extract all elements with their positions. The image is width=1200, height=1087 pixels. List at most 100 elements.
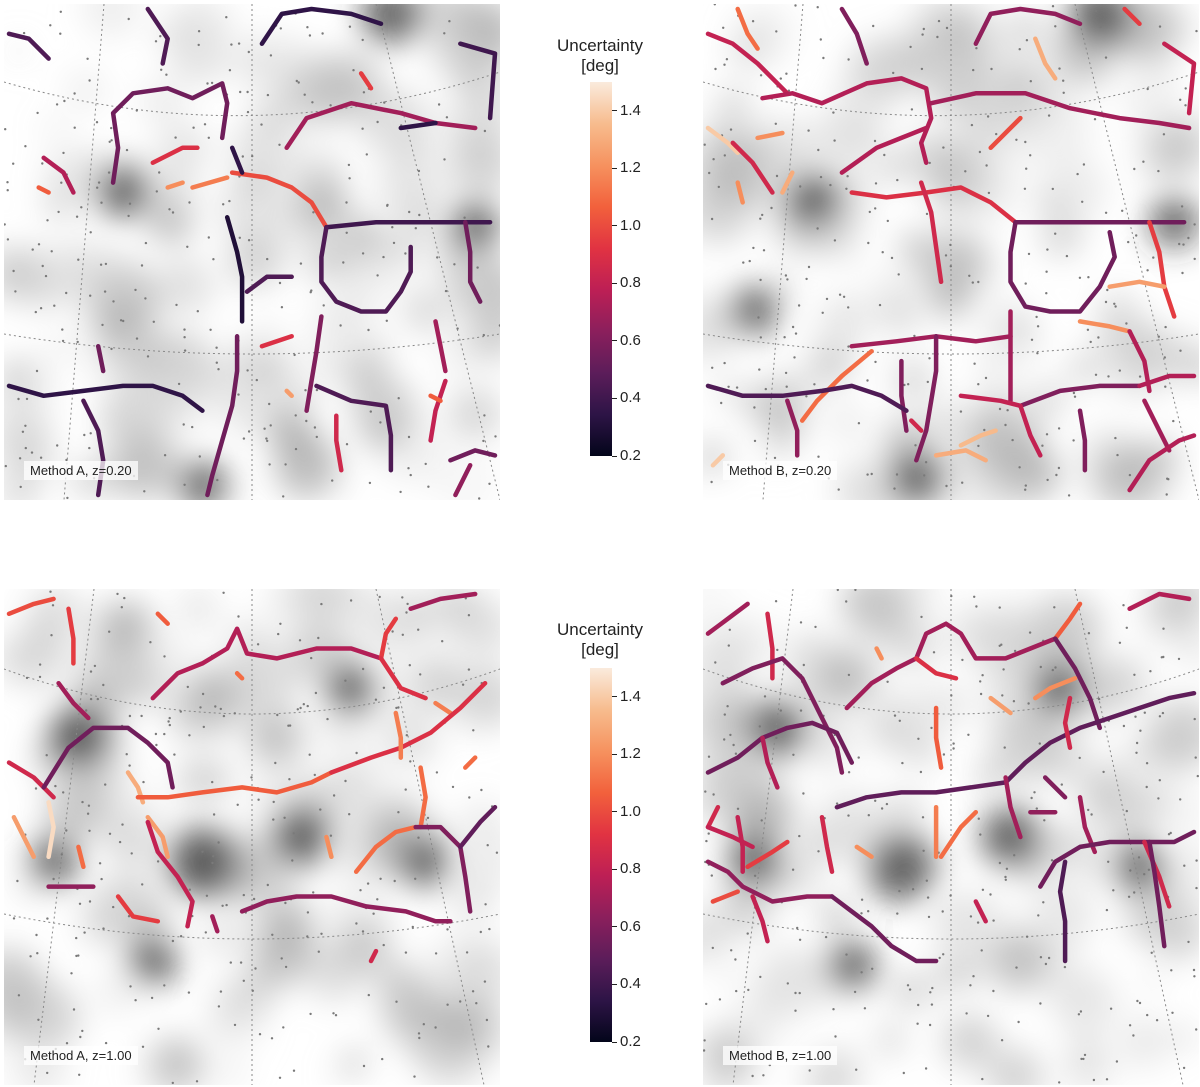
galaxy-point <box>278 1076 282 1079</box>
galaxy-point <box>434 952 438 955</box>
galaxy-point <box>908 988 912 991</box>
filament <box>705 125 740 156</box>
filament <box>1147 839 1167 949</box>
galaxy-point <box>986 1014 990 1018</box>
galaxy-point <box>278 143 281 146</box>
galaxy-point <box>104 783 107 786</box>
galaxy-point <box>1029 80 1032 83</box>
galaxy-point <box>734 958 737 961</box>
density-blob <box>349 256 404 312</box>
density-blob <box>778 660 824 706</box>
galaxy-point <box>774 600 778 603</box>
galaxy-point <box>282 1026 285 1029</box>
galaxy-point <box>762 249 766 252</box>
galaxy-point <box>1005 867 1009 870</box>
galaxy-point <box>472 729 475 732</box>
galaxy-point <box>770 206 773 210</box>
filament <box>730 140 775 195</box>
galaxy-point <box>1194 756 1197 759</box>
density-blob <box>882 789 925 832</box>
galaxy-point <box>237 42 241 45</box>
galaxy-point <box>927 915 931 919</box>
galaxy-point <box>1028 631 1032 634</box>
galaxy-point <box>977 817 980 820</box>
galaxy-point <box>167 720 170 723</box>
filament <box>190 175 230 190</box>
filament <box>463 219 483 304</box>
galaxy-point <box>1137 856 1141 859</box>
density-blob <box>8 40 30 62</box>
galaxy-point <box>874 182 878 185</box>
galaxy-point <box>422 1023 425 1026</box>
galaxy-point <box>1092 1078 1096 1082</box>
galaxy-point <box>944 254 948 257</box>
density-blob <box>79 637 148 706</box>
colorbar-tick-label: 0.6 <box>612 331 641 349</box>
galaxy-point <box>276 713 279 717</box>
filament <box>710 889 740 904</box>
galaxy-point <box>88 79 91 82</box>
galaxy-point <box>938 956 941 960</box>
filament <box>205 334 240 498</box>
filament <box>210 914 220 934</box>
galaxy-point <box>814 625 817 629</box>
galaxy-point <box>152 320 155 323</box>
filament <box>6 31 51 61</box>
galaxy-point <box>118 840 122 844</box>
galaxy-point <box>418 213 421 217</box>
galaxy-point <box>1157 797 1160 800</box>
density-field <box>703 4 1199 500</box>
density-blob <box>448 387 500 441</box>
filament <box>46 800 56 860</box>
galaxy-point <box>414 227 417 230</box>
filament <box>284 100 478 151</box>
galaxy-point <box>817 148 820 152</box>
galaxy-point <box>391 226 394 229</box>
galaxy-point <box>487 1045 490 1048</box>
galaxy-point <box>1051 187 1054 191</box>
density-blob <box>305 943 364 1002</box>
density-blob <box>363 414 402 454</box>
galaxy-point <box>1162 627 1165 630</box>
galaxy-point <box>65 1042 69 1045</box>
galaxy-point <box>312 891 315 894</box>
galaxy-point <box>210 81 214 85</box>
grid-line <box>4 668 500 715</box>
galaxy-point <box>799 185 802 188</box>
galaxy-point <box>786 982 789 985</box>
galaxy-point <box>295 79 298 83</box>
galaxy-point <box>916 1022 919 1025</box>
colorbar-tick-label: 1.4 <box>612 101 641 119</box>
galaxy-point <box>306 911 310 914</box>
galaxy-point <box>1076 172 1079 176</box>
galaxy-point <box>241 155 244 158</box>
density-blob <box>130 443 187 500</box>
galaxy-point <box>1102 770 1105 774</box>
galaxy-point <box>222 203 225 206</box>
galaxy-point <box>1024 484 1027 487</box>
galaxy-point <box>414 877 417 880</box>
galaxy-point <box>961 481 964 484</box>
galaxy-point <box>794 1009 797 1012</box>
galaxy-point <box>49 590 52 593</box>
galaxy-point <box>890 256 894 260</box>
galaxy-point <box>1170 969 1173 972</box>
galaxy-point <box>1039 1002 1042 1005</box>
galaxy-point <box>209 328 212 331</box>
filament <box>874 646 884 661</box>
galaxy-point <box>762 1074 765 1077</box>
galaxy-point <box>987 191 991 195</box>
galaxy-point <box>1114 436 1117 440</box>
galaxy-point <box>385 319 388 322</box>
galaxy-point <box>893 487 896 490</box>
galaxy-point <box>936 35 939 39</box>
panel-label: Method A, z=0.20 <box>24 461 138 480</box>
galaxy-point <box>1054 666 1057 669</box>
filament <box>115 894 161 924</box>
galaxy-point <box>119 319 123 322</box>
galaxy-point <box>215 361 218 364</box>
galaxy-point <box>941 910 944 913</box>
galaxy-point <box>874 207 877 210</box>
galaxy-point <box>878 303 882 307</box>
colorbar-tick-label: 0.2 <box>612 447 641 464</box>
